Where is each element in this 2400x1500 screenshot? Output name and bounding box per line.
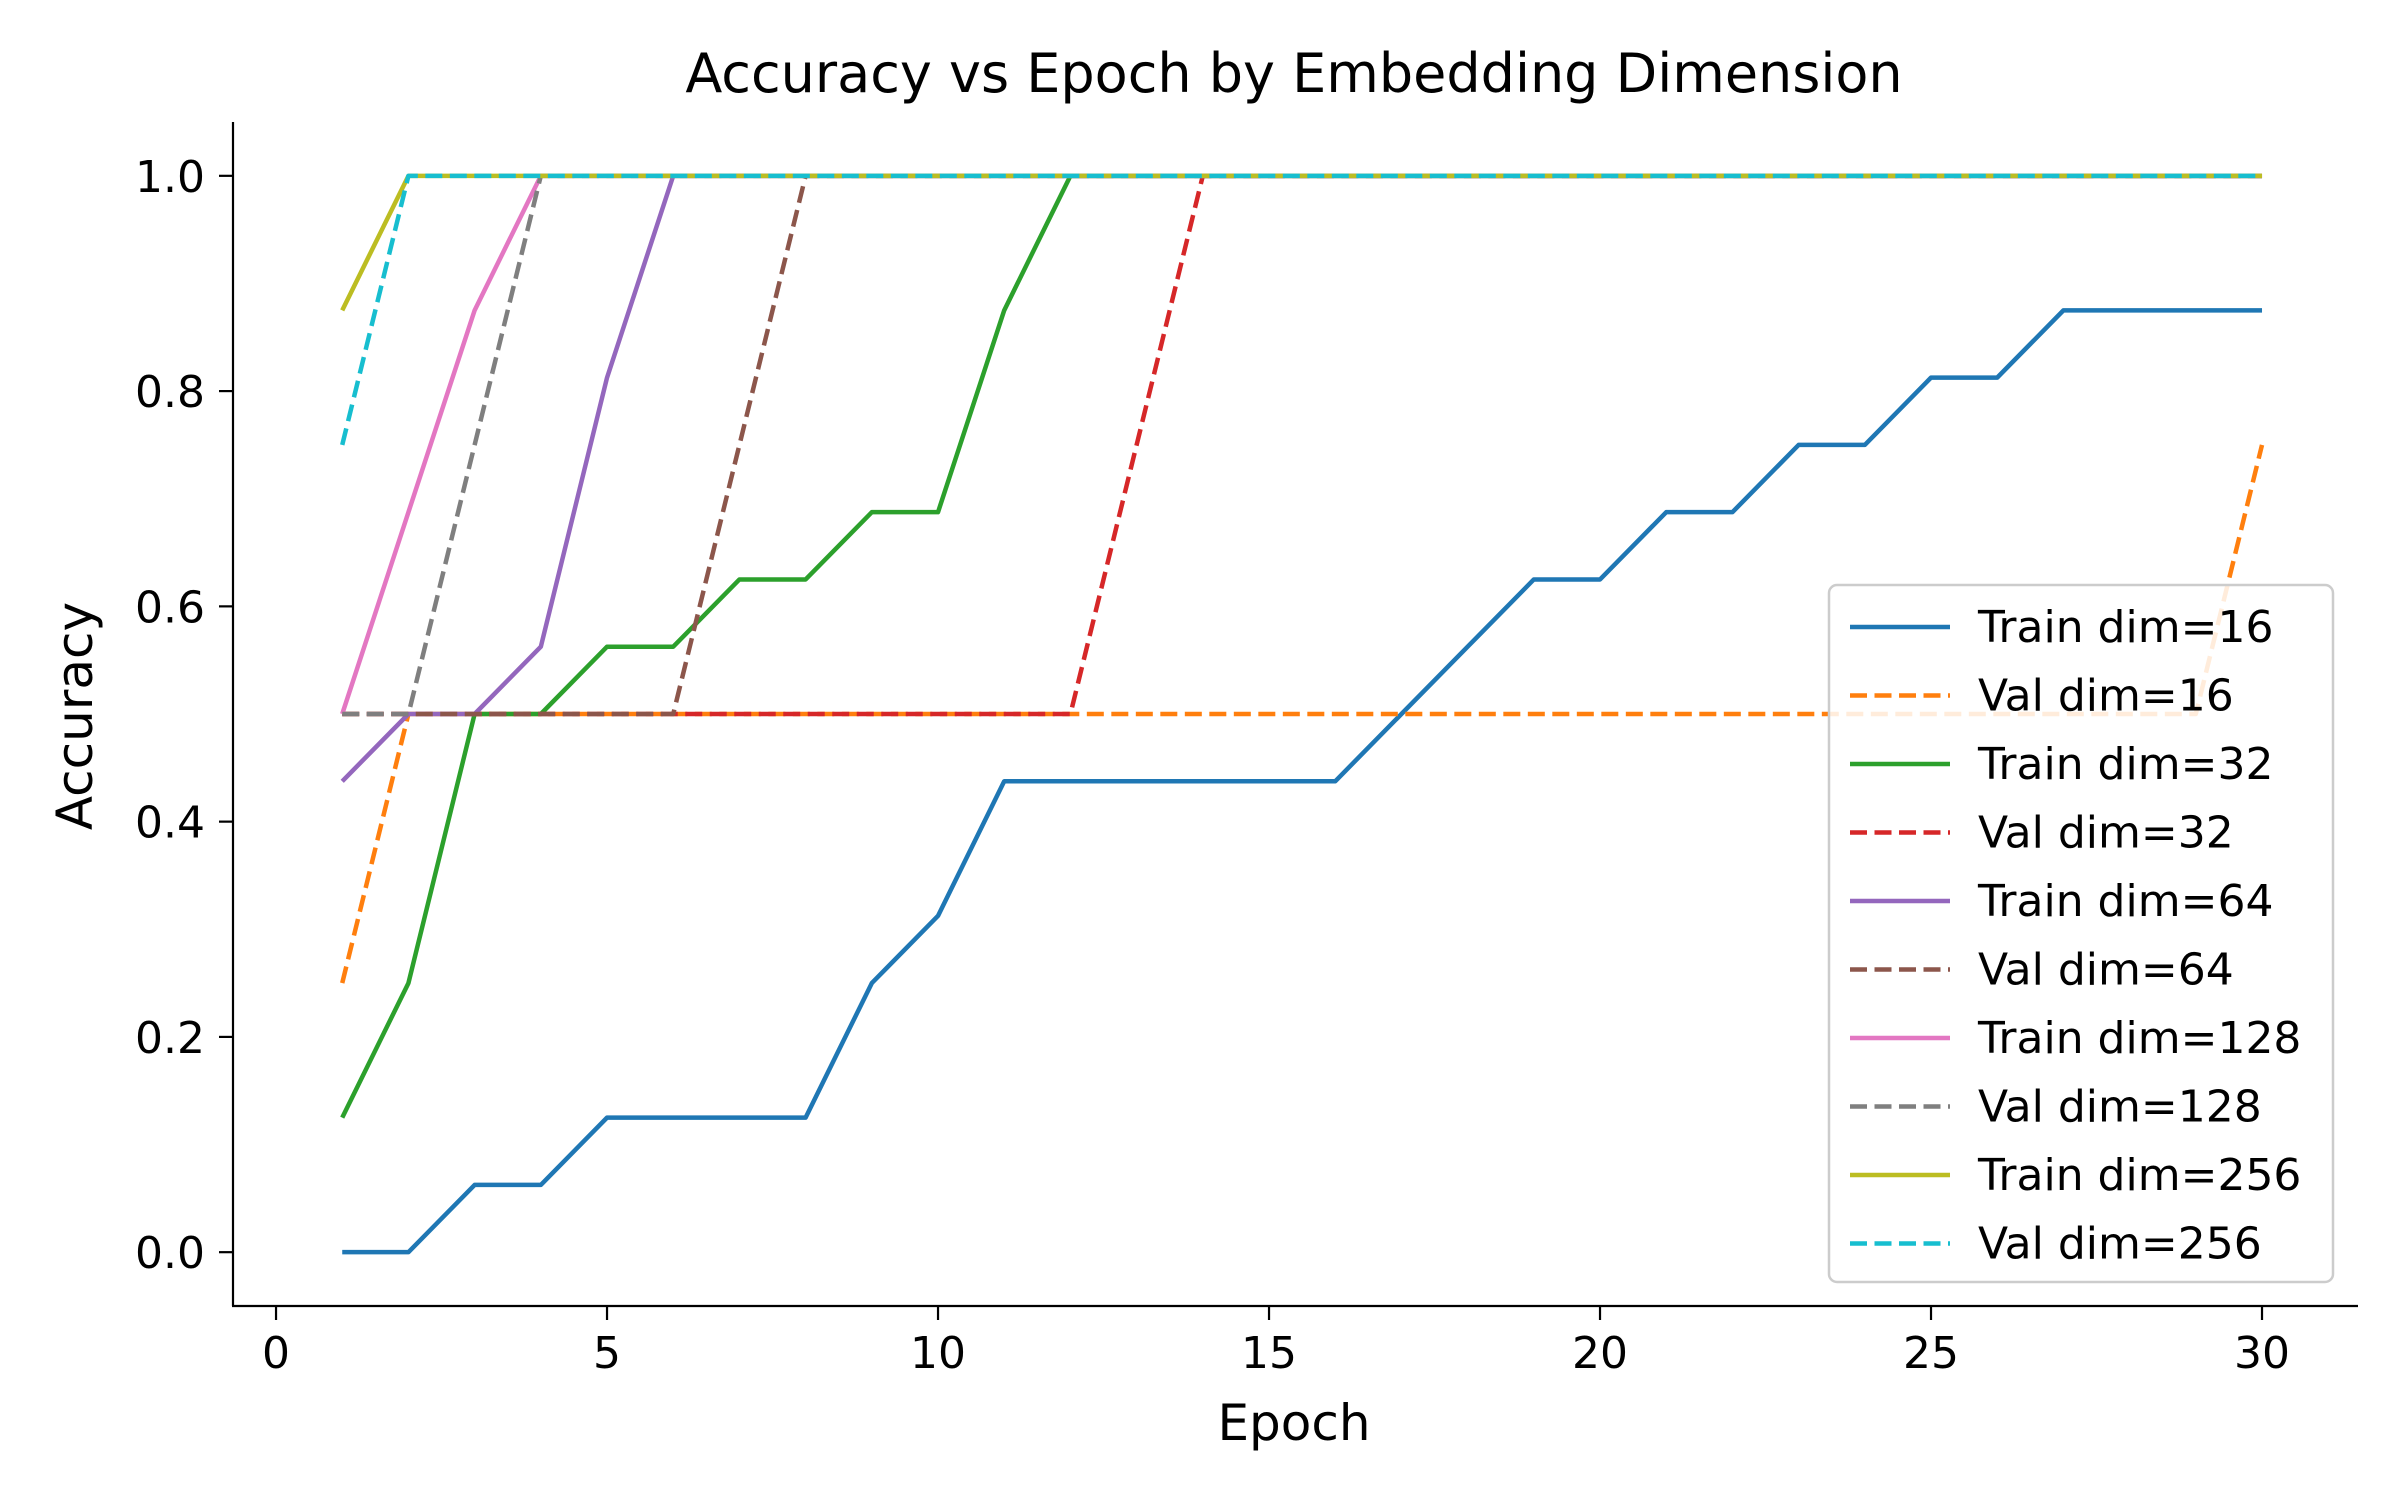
- x-ticks: 0 5 10 15 20 25 30: [262, 1306, 2290, 1379]
- x-axis-label: Epoch: [1217, 1394, 1370, 1452]
- y-tick-label: 0.8: [135, 367, 205, 418]
- y-tick-label: 0.2: [135, 1013, 205, 1064]
- y-tick-label: 0.6: [135, 582, 205, 633]
- series-layer: [340, 173, 2265, 1255]
- x-tick-label: 30: [2234, 1328, 2290, 1379]
- x-tick-label: 0: [262, 1328, 290, 1379]
- legend-label: Train dim=16: [1977, 602, 2273, 653]
- x-tick-label: 20: [1572, 1328, 1628, 1379]
- legend-label: Train dim=32: [1977, 739, 2273, 790]
- y-tick-label: 0.4: [135, 798, 205, 849]
- legend-label: Val dim=256: [1978, 1219, 2262, 1270]
- legend-label: Val dim=64: [1978, 945, 2234, 996]
- series-line-val-dim-256: [340, 173, 2263, 446]
- y-tick-label: 1.0: [135, 152, 205, 203]
- legend-label: Val dim=128: [1978, 1082, 2262, 1133]
- x-tick-label: 10: [910, 1328, 966, 1379]
- legend-label: Val dim=32: [1978, 808, 2234, 859]
- legend-label: Train dim=128: [1977, 1013, 2301, 1064]
- legend: Train dim=16 Val dim=16 Train dim=32 Val di…: [1827, 583, 2335, 1284]
- x-tick-label: 5: [593, 1328, 621, 1379]
- legend-label: Val dim=16: [1978, 671, 2234, 722]
- series-line-train-dim-16: [342, 308, 2263, 1255]
- chart-title: Accuracy vs Epoch by Embedding Dimension: [685, 42, 1902, 105]
- y-ticks: 0.0 0.2 0.4 0.6 0.8 1.0: [135, 152, 233, 1279]
- legend-label: Train dim=256: [1977, 1150, 2301, 1201]
- y-axis-label: Accuracy: [46, 602, 104, 830]
- y-tick-label: 0.0: [135, 1228, 205, 1279]
- x-tick-label: 15: [1241, 1328, 1297, 1379]
- legend-label: Train dim=64: [1977, 876, 2273, 927]
- legend-frame: [1827, 583, 2335, 1284]
- x-tick-label: 25: [1903, 1328, 1959, 1379]
- legend-items: Train dim=16 Val dim=16 Train dim=32 Val di…: [1850, 602, 2301, 1270]
